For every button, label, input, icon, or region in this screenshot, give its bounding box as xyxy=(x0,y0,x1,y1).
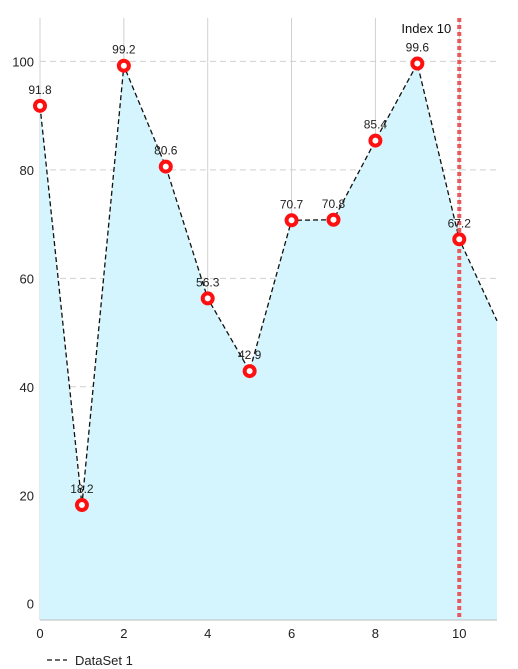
data-label: 91.8 xyxy=(28,83,52,97)
x-tick-label: 4 xyxy=(204,626,211,641)
y-tick-label: 20 xyxy=(20,488,34,503)
data-label: 99.2 xyxy=(112,43,136,57)
data-label: 99.6 xyxy=(406,41,430,55)
data-label: 56.3 xyxy=(196,275,220,289)
x-tick-label: 2 xyxy=(120,626,127,641)
data-point xyxy=(116,58,131,73)
data-label: 70.8 xyxy=(322,197,346,211)
y-tick-label: 0 xyxy=(27,597,34,612)
data-point xyxy=(368,133,383,148)
data-label: 18.2 xyxy=(70,482,94,496)
data-point xyxy=(242,364,257,379)
data-point xyxy=(452,232,467,247)
data-point xyxy=(284,213,299,228)
data-label: 67.2 xyxy=(448,216,472,230)
data-label: 42.9 xyxy=(238,348,262,362)
data-point xyxy=(33,98,47,113)
series-line xyxy=(39,61,498,506)
y-tick-label: 60 xyxy=(20,271,34,286)
legend-label: DataSet 1 xyxy=(75,653,133,668)
x-tick-label: 6 xyxy=(288,626,295,641)
x-tick-label: 0 xyxy=(36,626,43,641)
x-tick-label: 10 xyxy=(452,626,466,641)
limit-line-label: Index 10 xyxy=(401,21,451,36)
data-point xyxy=(74,498,89,513)
data-points xyxy=(33,56,467,513)
y-tick-label: 40 xyxy=(20,380,34,395)
axes: 0 20 40 60 80 100 0 2 4 6 8 10 xyxy=(12,54,497,641)
data-labels: 91.8 18.2 99.2 80.6 56.3 42.9 70.7 70.8 85.4 99.6… xyxy=(28,41,471,496)
data-point xyxy=(200,291,215,306)
legend: DataSet 1 xyxy=(47,653,133,668)
data-point xyxy=(326,212,341,227)
series-area-fill xyxy=(40,63,497,621)
y-tick-label: 100 xyxy=(12,54,34,69)
y-tick-label: 80 xyxy=(20,163,34,178)
data-label: 80.6 xyxy=(154,144,178,158)
data-label: 70.7 xyxy=(280,197,304,211)
x-tick-label: 8 xyxy=(372,626,379,641)
data-label: 85.4 xyxy=(364,118,388,132)
data-point xyxy=(410,56,425,71)
data-point xyxy=(158,159,173,174)
